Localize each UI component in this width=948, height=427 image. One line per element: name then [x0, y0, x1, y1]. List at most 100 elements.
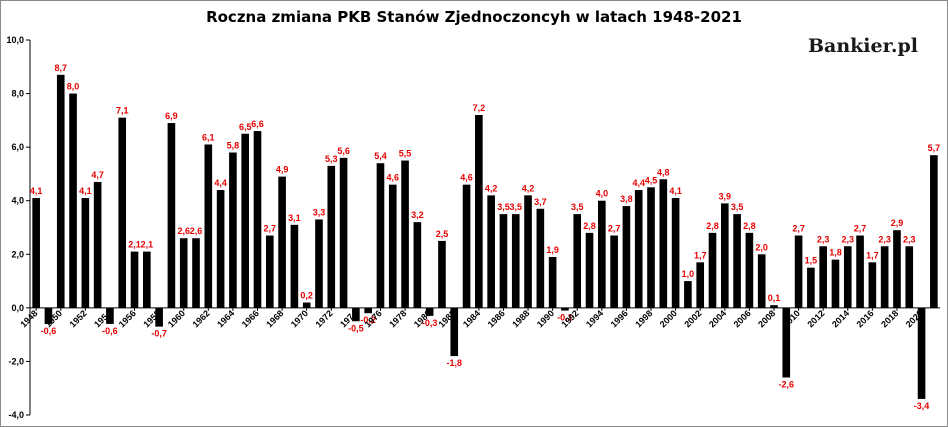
data-label-2013: 1,8	[829, 248, 842, 258]
y-axis: -4,0 -2,0 0,0 2,0 4,0 6,0 8,0 10,0	[6, 35, 31, 420]
y-tick-label: 10,0	[6, 35, 24, 45]
bar-1980	[425, 307, 434, 316]
bar-1975	[364, 307, 372, 314]
y-tick-label: 8,0	[11, 89, 24, 99]
bar-1998	[647, 187, 655, 308]
data-label-2020: -3,4	[914, 401, 930, 411]
bar-1999	[659, 179, 668, 308]
bar-1969	[290, 224, 299, 308]
bar-2010	[794, 235, 803, 308]
bar-1985	[487, 195, 495, 308]
data-label-1998: 4,5	[645, 175, 658, 185]
bar-series	[32, 74, 938, 399]
data-label-1969: 3,1	[288, 213, 301, 223]
bar-1988	[524, 195, 532, 308]
bar-2020	[917, 307, 926, 399]
bar-1965	[241, 133, 250, 308]
data-label-1974: -0,5	[348, 323, 364, 333]
bar-2011	[807, 267, 815, 308]
y-tick-label: 2,0	[11, 249, 24, 259]
bar-2007	[757, 254, 766, 308]
bar-1961	[192, 238, 200, 308]
data-label-1951: 8,0	[67, 82, 80, 92]
data-label-2007: 2,0	[755, 242, 768, 252]
data-label-1963: 4,4	[214, 178, 227, 188]
data-label-1966: 6,6	[251, 119, 264, 129]
bar-1977	[388, 184, 397, 308]
data-label-1976: 5,4	[374, 151, 387, 161]
data-label-1983: 4,6	[460, 173, 473, 183]
bar-1974	[352, 307, 360, 322]
bar-1958	[155, 307, 163, 327]
bar-1979	[413, 222, 422, 308]
bar-2019	[905, 246, 914, 308]
bar-2003	[708, 232, 717, 308]
bar-2013	[831, 259, 840, 308]
data-label-1960: 2,6	[177, 226, 190, 236]
data-label-1982: -1,8	[446, 358, 462, 368]
bar-1997	[634, 190, 643, 308]
bar-2006	[745, 232, 754, 308]
data-label-1962: 6,1	[202, 132, 215, 142]
data-label-1995: 2,7	[608, 224, 621, 234]
bar-2012	[819, 246, 827, 308]
data-label-1970: 0,2	[300, 291, 313, 301]
data-label-1949: -0,6	[41, 326, 57, 336]
data-label-1950: 8,7	[54, 63, 67, 73]
data-label-2000: 4,1	[669, 186, 682, 196]
bar-1995	[610, 235, 618, 308]
data-label-2017: 2,3	[878, 234, 891, 244]
data-label-2015: 2,7	[854, 224, 867, 234]
bar-2014	[843, 246, 852, 308]
data-label-1965: 6,5	[239, 122, 252, 132]
data-label-2008: 0,1	[768, 293, 781, 303]
bar-1993	[585, 232, 594, 308]
data-label-2009: -2,6	[779, 380, 795, 390]
data-label-2010: 2,7	[792, 224, 805, 234]
bar-1964	[229, 152, 237, 308]
bar-1956	[130, 251, 139, 308]
bar-2018	[893, 230, 901, 308]
y-tick-label: -2,0	[8, 356, 24, 366]
bar-2001	[684, 281, 692, 308]
bar-1954	[106, 307, 114, 324]
bar-1955	[118, 117, 127, 308]
bar-1963	[216, 190, 225, 308]
data-label-1952: 4,1	[79, 186, 92, 196]
data-label-group: 4,1 -0,6 8,78,0 4,1 4,7 -0,6 7,1 2,1 2,1 -0,7 6,9 2…	[30, 63, 940, 411]
bar-1972	[327, 165, 336, 308]
data-label-1973: 5,6	[337, 146, 350, 156]
bar-2021	[930, 155, 938, 308]
bar-1966	[253, 131, 262, 308]
bar-1992	[573, 214, 582, 308]
bar-1978	[401, 160, 409, 308]
bar-1986	[499, 214, 508, 308]
chart-title: Roczna zmiana PKB Stanów Zjednoczoncyh w…	[206, 8, 742, 26]
data-label-1964: 5,8	[227, 141, 240, 151]
bar-1973	[339, 157, 348, 308]
bar-1952	[81, 198, 90, 308]
y-tick-label: 6,0	[11, 142, 24, 152]
bar-1967	[265, 235, 274, 308]
data-label-1954: -0,6	[102, 326, 118, 336]
brand-logo: Bankier.pl	[808, 35, 918, 57]
bar-1981	[438, 240, 446, 308]
data-label-2002: 1,7	[694, 250, 707, 260]
y-tick-label: 0,0	[11, 303, 24, 313]
bar-1983	[462, 184, 471, 308]
data-label-1975: -0,2	[360, 315, 376, 325]
bar-1989	[536, 208, 545, 308]
bar-1949	[44, 307, 53, 324]
bar-2009	[782, 307, 791, 378]
bar-2016	[868, 262, 877, 308]
bar-1971	[315, 219, 323, 308]
bar-1950	[56, 74, 65, 308]
y-tick-label: 4,0	[11, 196, 24, 206]
bar-2017	[880, 246, 889, 308]
bar-2015	[856, 235, 864, 308]
bar-1970	[302, 302, 311, 308]
data-label-1981: 2,5	[436, 229, 449, 239]
data-label-1988: 4,2	[522, 183, 535, 193]
data-label-1994: 4,0	[596, 189, 609, 199]
